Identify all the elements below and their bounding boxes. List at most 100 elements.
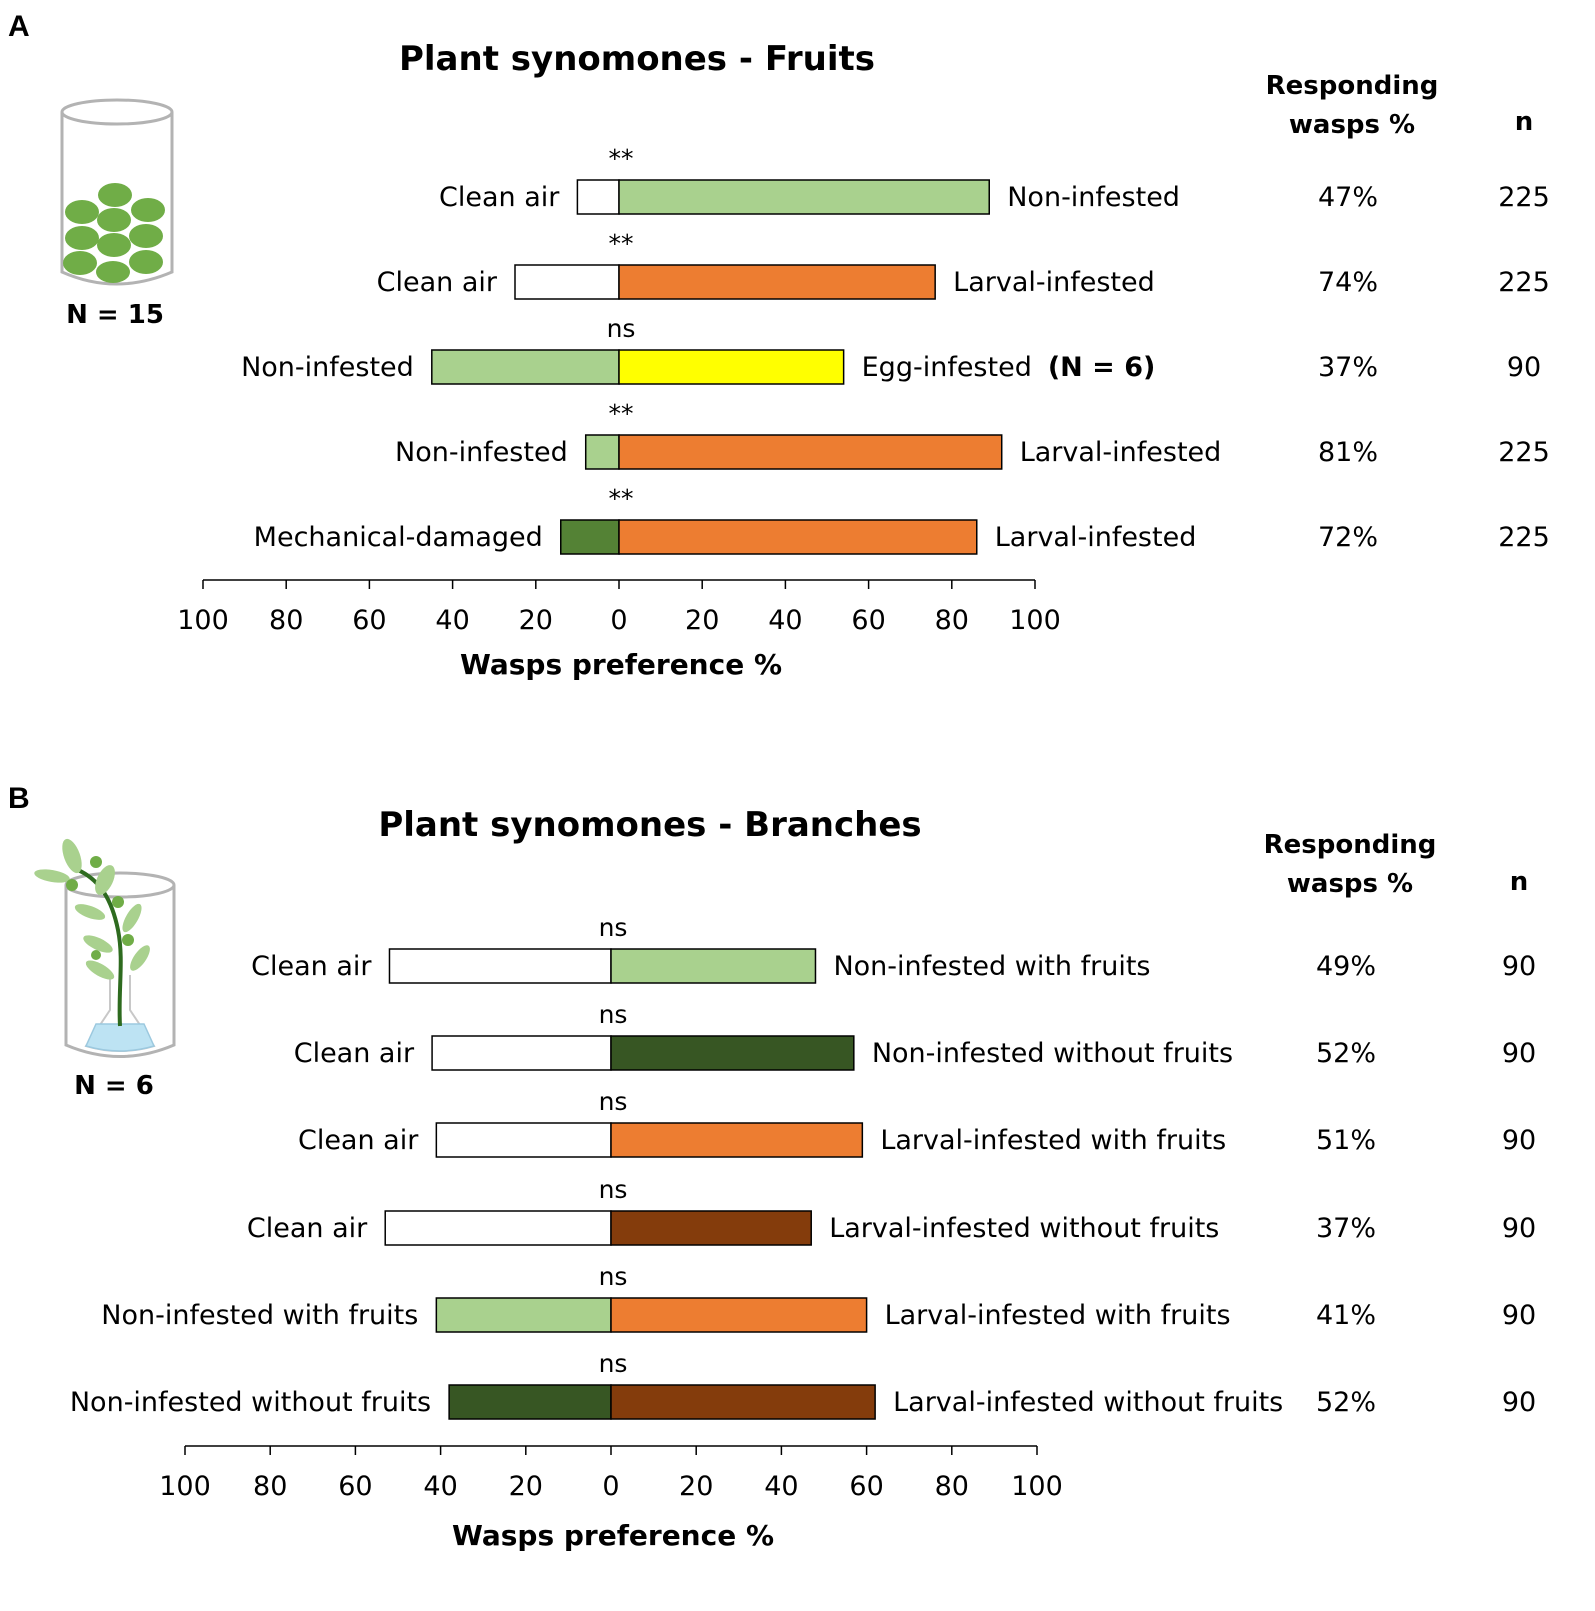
bar-left-a-1	[576, 179, 620, 215]
row-label-left: Clean air	[377, 267, 498, 298]
x-axis-title-a: Wasps preference %	[460, 648, 782, 681]
bar-left-b-3	[435, 1122, 612, 1158]
row-label-right-note: (N = 6)	[1048, 352, 1156, 383]
panel-letter-a: A	[8, 10, 30, 43]
row-label-left: Clean air	[251, 951, 372, 982]
responding-pct: 74%	[1318, 267, 1378, 298]
row-label-left: Clean air	[439, 182, 560, 213]
bar-left-b-6	[448, 1384, 612, 1420]
row-label-right-text: Larval-infested without fruits	[893, 1387, 1283, 1418]
significance-label: ns	[599, 1175, 628, 1204]
n-value: 90	[1502, 1213, 1536, 1244]
x-tick-label: 60	[849, 1471, 883, 1502]
x-axis-title-b: Wasps preference %	[452, 1519, 774, 1552]
responding-pct: 81%	[1318, 437, 1378, 468]
row-label-right-text: Non-infested	[1007, 182, 1180, 213]
bar-left-a-4	[584, 434, 620, 470]
x-tick-label: 60	[352, 605, 386, 636]
header-responding-b: Responding	[1264, 830, 1437, 860]
responding-pct: 41%	[1316, 1300, 1376, 1331]
sample-size-label-a: N = 15	[66, 300, 164, 330]
significance-label: ns	[599, 913, 628, 942]
panel-a: Plant synomones - Fruits Responding wasps …	[66, 39, 1550, 681]
x-tick-label: 60	[338, 1471, 372, 1502]
row-label-left: Mechanical-damaged	[254, 522, 543, 553]
x-tick-label: 40	[764, 1471, 798, 1502]
responding-pct: 52%	[1316, 1038, 1376, 1069]
bar-right-b-1	[610, 948, 817, 984]
significance-label: ns	[599, 1000, 628, 1029]
x-tick-label: 100	[1011, 1471, 1063, 1502]
bar-right-a-1	[618, 179, 990, 215]
header-n-b: n	[1510, 867, 1529, 897]
bar-right-a-2	[618, 264, 936, 300]
n-value: 225	[1498, 267, 1550, 298]
n-value: 225	[1498, 182, 1550, 213]
x-tick-label: 20	[509, 1471, 543, 1502]
bar-right-b-5	[610, 1297, 868, 1333]
n-value: 90	[1507, 352, 1541, 383]
row-label-right: Egg-infested (N = 6)	[862, 352, 1156, 383]
responding-pct: 51%	[1316, 1125, 1376, 1156]
x-tick-label: 20	[519, 605, 553, 636]
header-responding-a: Responding	[1266, 71, 1439, 101]
row-label-right: Non-infested with fruits	[833, 951, 1150, 982]
x-tick-label: 100	[1009, 605, 1061, 636]
x-tick-label: 40	[435, 605, 469, 636]
x-tick-label: 80	[253, 1471, 287, 1502]
row-label-left: Clean air	[247, 1213, 368, 1244]
bar-left-a-3	[431, 349, 620, 385]
x-tick-label: 80	[935, 1471, 969, 1502]
fruit-jar-icon	[60, 98, 174, 286]
bar-right-b-2	[610, 1035, 855, 1071]
significance-label: ns	[599, 1087, 628, 1116]
bar-right-b-3	[610, 1122, 864, 1158]
responding-pct: 72%	[1318, 522, 1378, 553]
responding-pct: 52%	[1316, 1387, 1376, 1418]
bar-left-b-2	[431, 1035, 612, 1071]
row-label-right: Non-infested without fruits	[872, 1038, 1233, 1069]
row-label-left: Clean air	[294, 1038, 415, 1069]
x-tick-label: 100	[177, 605, 229, 636]
row-label-right-text: Larval-infested without fruits	[829, 1213, 1219, 1244]
row-label-left: Non-infested without fruits	[70, 1387, 431, 1418]
row-label-right-text: Non-infested without fruits	[872, 1038, 1233, 1069]
responding-pct: 37%	[1318, 352, 1378, 383]
bar-left-b-5	[435, 1297, 612, 1333]
x-tick-label: 100	[159, 1471, 211, 1502]
n-value: 90	[1502, 1038, 1536, 1069]
panel-letter-b: B	[8, 782, 30, 815]
responding-pct: 47%	[1318, 182, 1378, 213]
branch-flask-icon	[34, 838, 176, 1058]
row-label-right-text: Larval-infested	[953, 267, 1155, 298]
x-tick-label: 0	[610, 605, 627, 636]
row-label-left: Non-infested with fruits	[101, 1300, 418, 1331]
bar-right-a-3	[618, 349, 845, 385]
significance-label: ns	[607, 314, 636, 343]
x-tick-label: 20	[679, 1471, 713, 1502]
significance-label: ns	[599, 1262, 628, 1291]
row-label-left: Non-infested	[395, 437, 568, 468]
row-label-right-text: Larval-infested	[995, 522, 1197, 553]
row-label-right: Larval-infested	[953, 267, 1155, 298]
sample-size-label-b: N = 6	[74, 1071, 154, 1101]
row-label-right: Larval-infested with fruits	[885, 1300, 1231, 1331]
bar-right-b-4	[610, 1210, 812, 1246]
n-value: 90	[1502, 1387, 1536, 1418]
bar-left-a-2	[514, 264, 620, 300]
header-wasps-pct-b: wasps %	[1287, 869, 1413, 899]
header-wasps-pct-a: wasps %	[1289, 110, 1415, 140]
responding-pct: 49%	[1316, 951, 1376, 982]
row-label-right: Larval-infested without fruits	[893, 1387, 1283, 1418]
bar-left-b-4	[384, 1210, 612, 1246]
bar-left-a-5	[560, 519, 620, 555]
row-label-right: Larval-infested without fruits	[829, 1213, 1219, 1244]
significance-label: **	[609, 229, 634, 258]
row-label-right-text: Egg-infested	[862, 352, 1032, 383]
row-label-left: Non-infested	[241, 352, 414, 383]
significance-label: **	[609, 399, 634, 428]
responding-pct: 37%	[1316, 1213, 1376, 1244]
n-value: 90	[1502, 1125, 1536, 1156]
n-value: 90	[1502, 951, 1536, 982]
